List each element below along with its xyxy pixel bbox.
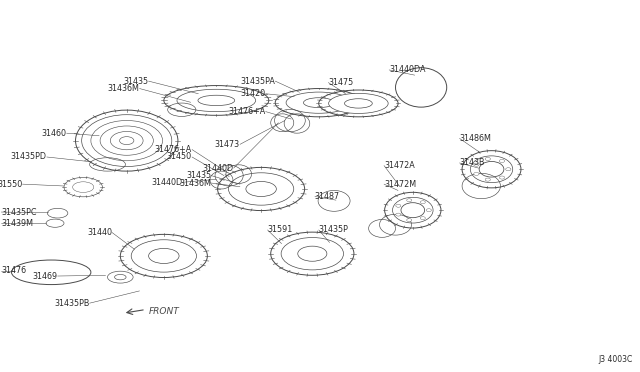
Ellipse shape <box>118 233 210 279</box>
Ellipse shape <box>105 270 136 284</box>
Text: 31476+A: 31476+A <box>228 107 266 116</box>
Ellipse shape <box>317 189 352 212</box>
Text: 31440D: 31440D <box>152 178 183 187</box>
Ellipse shape <box>401 203 424 218</box>
Ellipse shape <box>283 113 311 134</box>
Ellipse shape <box>100 126 154 155</box>
Ellipse shape <box>273 108 307 133</box>
Circle shape <box>506 168 511 171</box>
Text: 31550: 31550 <box>0 180 22 189</box>
Ellipse shape <box>281 237 344 270</box>
Circle shape <box>406 199 412 202</box>
Text: 31472A: 31472A <box>384 161 415 170</box>
Text: 31472M: 31472M <box>384 180 416 189</box>
Ellipse shape <box>166 102 197 117</box>
Text: 31460: 31460 <box>42 129 67 138</box>
Text: FRONT: FRONT <box>148 307 179 316</box>
Text: 31420: 31420 <box>241 89 266 98</box>
Ellipse shape <box>215 166 307 212</box>
Text: 31435PD: 31435PD <box>11 153 47 161</box>
Text: 31436M: 31436M <box>179 179 211 187</box>
Ellipse shape <box>61 176 105 198</box>
Text: 31440DA: 31440DA <box>389 65 426 74</box>
Ellipse shape <box>115 275 126 280</box>
Circle shape <box>474 172 479 176</box>
Circle shape <box>499 176 504 179</box>
Ellipse shape <box>269 113 295 132</box>
Text: 31476+A: 31476+A <box>155 145 192 154</box>
Circle shape <box>396 213 401 216</box>
Ellipse shape <box>88 157 127 172</box>
Ellipse shape <box>344 99 372 108</box>
Text: 31435PA: 31435PA <box>241 77 275 86</box>
Ellipse shape <box>91 121 163 161</box>
Ellipse shape <box>177 89 256 112</box>
Text: 31436M: 31436M <box>108 84 140 93</box>
Text: 31476: 31476 <box>1 266 26 275</box>
Ellipse shape <box>120 137 134 145</box>
Ellipse shape <box>367 219 397 238</box>
Ellipse shape <box>273 88 365 118</box>
Text: 31440D: 31440D <box>202 164 234 173</box>
Ellipse shape <box>303 98 334 108</box>
Text: 31473: 31473 <box>215 140 240 149</box>
Ellipse shape <box>479 161 504 177</box>
Text: 31435: 31435 <box>186 171 211 180</box>
Ellipse shape <box>209 170 234 190</box>
Ellipse shape <box>298 246 327 261</box>
Ellipse shape <box>161 85 272 116</box>
Text: 31591: 31591 <box>268 225 292 234</box>
Ellipse shape <box>214 164 244 187</box>
Ellipse shape <box>392 197 433 223</box>
Text: 31487: 31487 <box>315 192 340 201</box>
Ellipse shape <box>268 231 356 276</box>
Ellipse shape <box>458 148 525 190</box>
Text: 31435PC: 31435PC <box>1 208 36 217</box>
Circle shape <box>420 201 426 204</box>
Ellipse shape <box>8 259 95 286</box>
Text: 31435P: 31435P <box>319 225 349 234</box>
Circle shape <box>499 160 504 163</box>
Ellipse shape <box>225 164 253 185</box>
Ellipse shape <box>393 66 449 109</box>
Text: 31469: 31469 <box>33 272 58 280</box>
Ellipse shape <box>246 182 276 196</box>
Ellipse shape <box>198 95 235 106</box>
Ellipse shape <box>70 107 183 174</box>
Circle shape <box>474 163 479 166</box>
Ellipse shape <box>460 172 502 200</box>
Text: 31435: 31435 <box>124 77 148 86</box>
Circle shape <box>426 209 431 212</box>
Text: 31475: 31475 <box>328 78 353 87</box>
Ellipse shape <box>110 131 143 150</box>
Circle shape <box>485 178 490 181</box>
Ellipse shape <box>46 208 69 218</box>
Text: 3143B: 3143B <box>460 158 485 167</box>
Ellipse shape <box>45 219 65 228</box>
Text: 31486M: 31486M <box>460 134 492 143</box>
Text: 31440: 31440 <box>87 228 112 237</box>
Ellipse shape <box>131 240 196 272</box>
Ellipse shape <box>380 190 445 231</box>
Ellipse shape <box>148 248 179 263</box>
Text: J3 4003C: J3 4003C <box>598 355 632 364</box>
Ellipse shape <box>82 115 172 167</box>
Circle shape <box>485 157 490 160</box>
Text: 31439M: 31439M <box>1 219 33 228</box>
Ellipse shape <box>378 213 413 236</box>
Text: 31435PB: 31435PB <box>54 299 90 308</box>
Ellipse shape <box>286 92 351 113</box>
Circle shape <box>406 219 412 222</box>
Ellipse shape <box>73 182 94 192</box>
Ellipse shape <box>228 173 294 205</box>
Ellipse shape <box>470 156 513 183</box>
Ellipse shape <box>316 89 401 118</box>
Ellipse shape <box>329 93 388 113</box>
Circle shape <box>420 217 426 219</box>
Circle shape <box>396 204 401 207</box>
Text: 31450: 31450 <box>167 153 192 161</box>
